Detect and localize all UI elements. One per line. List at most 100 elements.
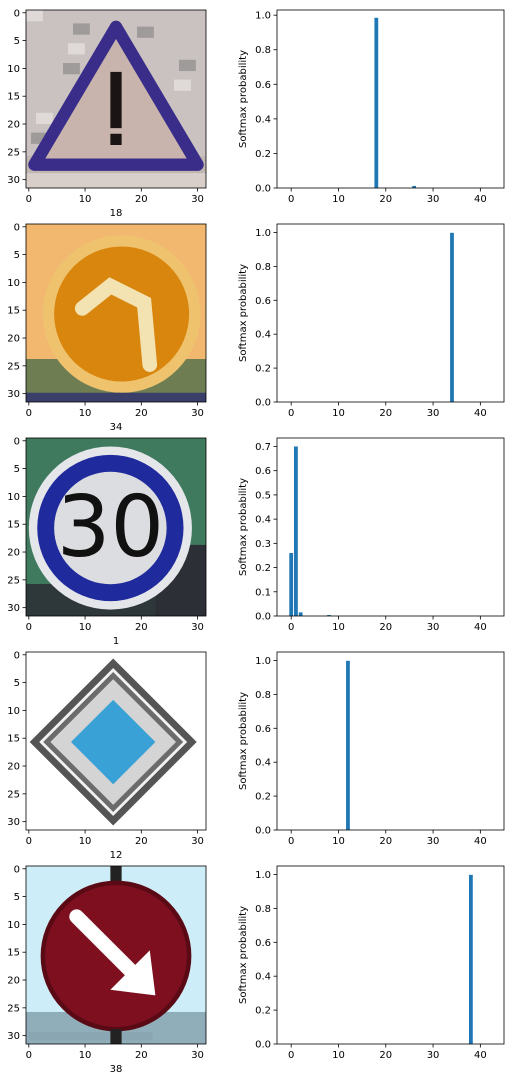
y-tick-label: 0 xyxy=(14,864,20,875)
image-panel-3: 30 0 10 20 30 0 5 10 15 20 25 30 1 xyxy=(7,436,207,647)
exclamation-bar xyxy=(110,71,122,129)
y-tick-label: 0.0 xyxy=(255,612,271,623)
y-tick-label: 0 xyxy=(14,8,20,19)
y-tick-label: 0.4 xyxy=(255,758,271,769)
y-tick-label: 5 xyxy=(14,36,20,47)
plot-area xyxy=(277,10,504,188)
x-tick-label: 40 xyxy=(474,408,487,419)
plot-area xyxy=(277,866,504,1044)
y-axis-label: Softmax probability xyxy=(238,692,249,790)
bar-class-26 xyxy=(412,185,417,188)
softmax-panel-2: 0 10 20 30 40 0.0 0.2 0.4 0.6 0.8 1.0 Softmax proba… xyxy=(238,223,505,419)
y-tick-label: 0.8 xyxy=(255,904,271,915)
sign-number: 30 xyxy=(57,478,164,576)
image-panel-5: 0 10 20 30 0 5 10 15 20 25 30 38 xyxy=(7,864,207,1075)
y-tick-label: 5 xyxy=(14,250,20,261)
background-texture xyxy=(31,132,48,144)
class-label: 1 xyxy=(113,636,119,647)
softmax-panel-4: 0 10 20 30 40 0.0 0.2 0.4 0.6 0.8 1.0 Softmax proba… xyxy=(238,651,505,847)
y-tick-label: 5 xyxy=(14,892,20,903)
sign-plate xyxy=(26,173,206,188)
x-tick-label: 20 xyxy=(379,408,392,419)
x-tick-label: 0 xyxy=(26,622,32,633)
y-tick-label: 0.6 xyxy=(255,466,271,477)
y-tick-label: 0.0 xyxy=(255,1040,271,1051)
bar-class-34 xyxy=(450,232,454,402)
x-tick-label: 10 xyxy=(79,408,92,419)
x-tick-label: 30 xyxy=(191,622,204,633)
image-frame xyxy=(25,223,207,403)
y-tick-label: 1.0 xyxy=(255,228,271,239)
y-tick-label: 20 xyxy=(7,334,20,345)
sign-image xyxy=(26,10,206,188)
y-tick-label: 0.4 xyxy=(255,330,271,341)
x-tick-label: 0 xyxy=(26,1050,32,1061)
y-axis-label: Softmax probability xyxy=(238,50,249,148)
y-axis-label: Softmax probability xyxy=(238,906,249,1004)
x-tick-label: 10 xyxy=(79,622,92,633)
y-tick-label: 0.8 xyxy=(255,45,271,56)
bar-class-1 xyxy=(294,446,298,616)
y-tick-label: 0.0 xyxy=(255,398,271,409)
x-tick-label: 0 xyxy=(26,194,32,205)
background-texture xyxy=(68,43,85,55)
x-tick-label: 0 xyxy=(26,836,32,847)
y-tick-label: 1.0 xyxy=(255,656,271,667)
background-texture xyxy=(174,79,191,91)
y-tick-label: 0.6 xyxy=(255,80,271,91)
diamond-center xyxy=(71,699,156,785)
y-tick-label: 20 xyxy=(7,548,20,559)
x-tick-label: 10 xyxy=(79,836,92,847)
x-tick-label: 40 xyxy=(474,622,487,633)
y-tick-label: 30 xyxy=(7,603,20,614)
image-frame xyxy=(25,651,207,831)
y-tick-label: 15 xyxy=(7,948,20,959)
bar-class-0 xyxy=(289,553,294,616)
sign-image xyxy=(26,652,206,830)
y-tick-label: 0.6 xyxy=(255,938,271,949)
x-tick-label: 20 xyxy=(135,408,148,419)
y-tick-label: 25 xyxy=(7,1003,20,1014)
x-tick-label: 30 xyxy=(191,408,204,419)
y-tick-label: 0.2 xyxy=(255,364,271,375)
y-tick-label: 1.0 xyxy=(255,870,271,881)
plot-area xyxy=(277,652,504,830)
y-tick-label: 0 xyxy=(14,436,20,447)
image-panel-1: 0 10 20 30 0 5 10 15 20 25 30 18 xyxy=(7,8,207,219)
x-tick-label: 10 xyxy=(79,194,92,205)
y-tick-label: 0.6 xyxy=(255,296,271,307)
y-tick-label: 0.7 xyxy=(255,442,271,453)
x-tick-label: 10 xyxy=(332,1050,345,1061)
y-tick-label: 0.1 xyxy=(255,587,271,598)
softmax-panel-3: 0 10 20 30 40 0.0 0.1 0.2 0.3 0.4 0.5 0.6 0.7 Softmax… xyxy=(238,437,505,633)
class-label: 18 xyxy=(110,208,123,219)
x-tick-label: 20 xyxy=(379,1050,392,1061)
x-tick-label: 20 xyxy=(379,622,392,633)
y-tick-label: 0.8 xyxy=(255,690,271,701)
y-tick-label: 25 xyxy=(7,789,20,800)
y-tick-label: 10 xyxy=(7,64,20,75)
pole-top xyxy=(110,866,122,883)
y-tick-label: 10 xyxy=(7,706,20,717)
y-tick-label: 0.8 xyxy=(255,262,271,273)
x-tick-label: 0 xyxy=(26,408,32,419)
y-tick-label: 0.4 xyxy=(255,972,271,983)
x-tick-label: 30 xyxy=(191,194,204,205)
x-tick-label: 10 xyxy=(332,408,345,419)
y-tick-label: 20 xyxy=(7,976,20,987)
bar-class-2 xyxy=(298,612,303,616)
exclamation-dot xyxy=(110,133,122,145)
axes-frame xyxy=(276,651,505,831)
bar-class-18 xyxy=(374,17,379,188)
x-tick-label: 10 xyxy=(332,194,345,205)
softmax-panel-5: 0 10 20 30 40 0.0 0.2 0.4 0.6 0.8 1.0 Softmax proba… xyxy=(238,865,505,1061)
x-tick-label: 40 xyxy=(474,1050,487,1061)
x-tick-label: 10 xyxy=(332,622,345,633)
class-label: 34 xyxy=(110,422,123,433)
y-tick-label: 0.0 xyxy=(255,184,271,195)
y-tick-label: 0.2 xyxy=(255,792,271,803)
image-frame xyxy=(25,865,207,1045)
y-tick-label: 10 xyxy=(7,492,20,503)
image-frame xyxy=(25,437,207,617)
sign-disc xyxy=(54,246,190,382)
